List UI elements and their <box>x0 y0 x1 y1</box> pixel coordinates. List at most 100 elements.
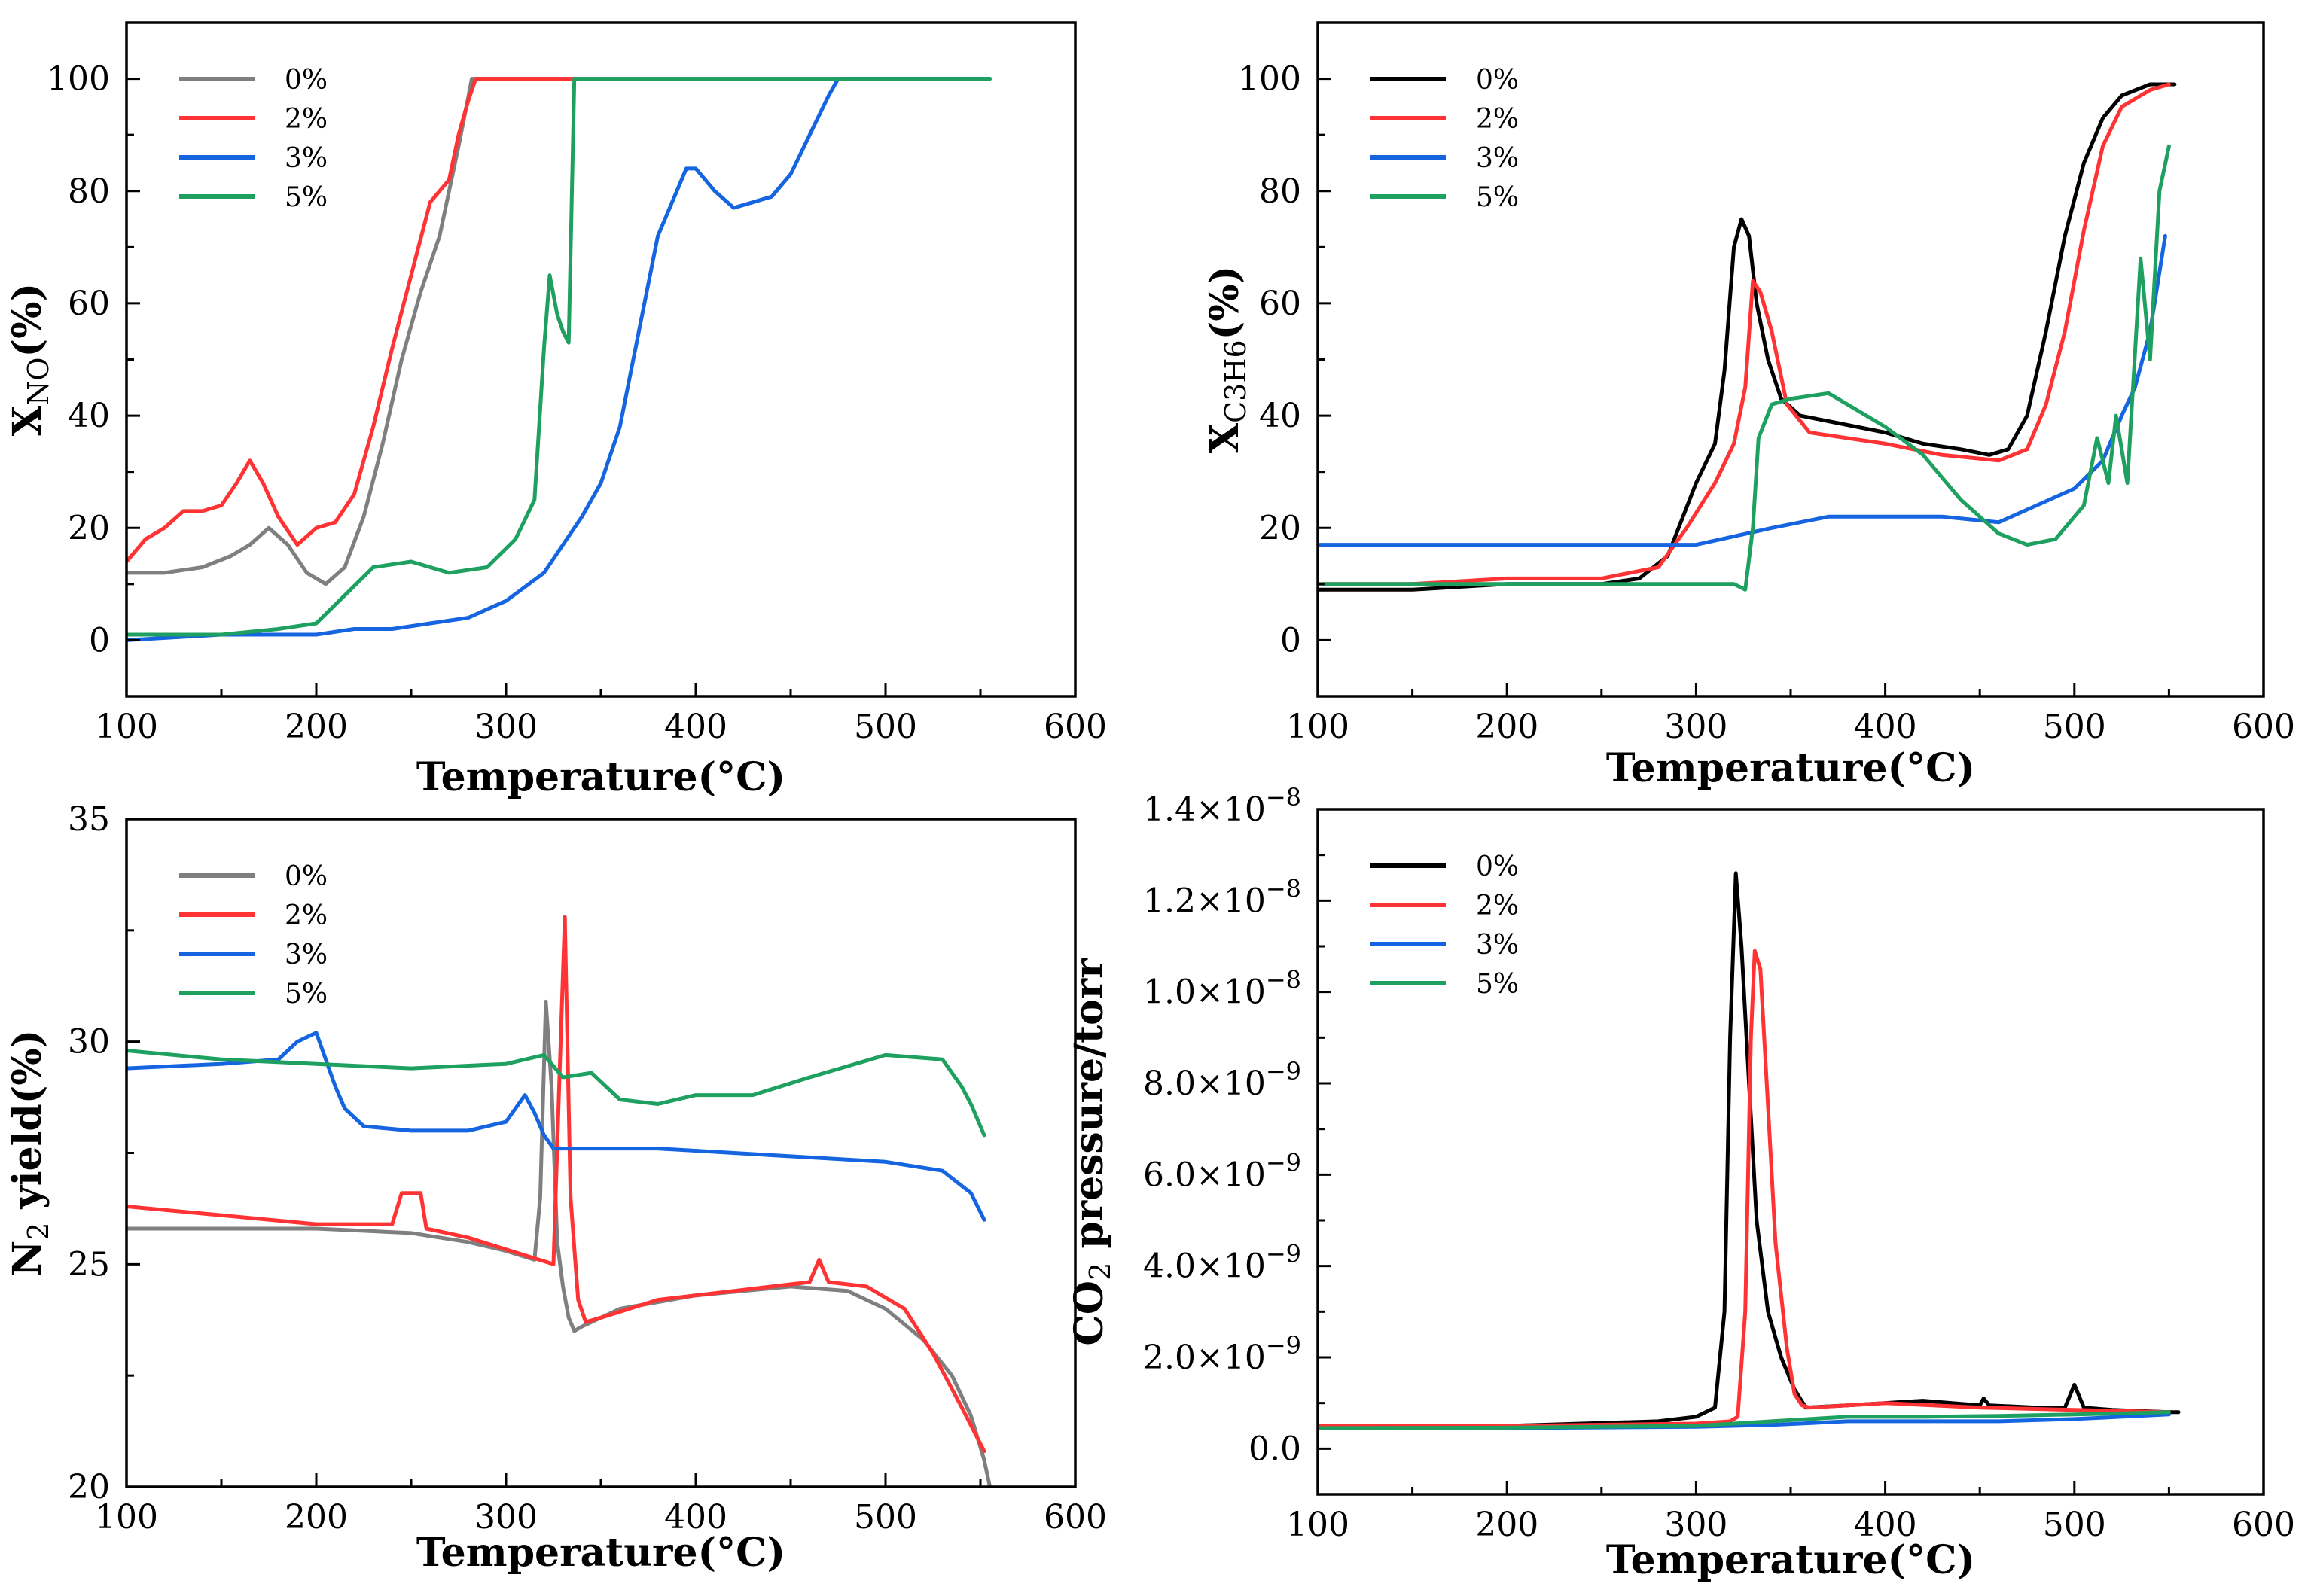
y-tick-exponent: −9 <box>1266 1240 1301 1269</box>
y-tick-label: 100 <box>1238 60 1301 99</box>
x-tick-label: 400 <box>1854 1506 1917 1544</box>
y-tick-label: 40 <box>68 397 110 435</box>
chart-xno: 100 200 300 400 500 600 0 20 40 60 80 100 Temperatur… <box>5 21 1107 800</box>
x-tick-label: 600 <box>1044 708 1107 746</box>
plot-frame <box>125 818 1077 1488</box>
series-group <box>127 915 992 1487</box>
legend-label: 2% <box>285 104 328 135</box>
series-line-2pct <box>127 77 575 564</box>
plot-frame <box>1316 808 2265 1496</box>
legend-label: 2% <box>285 900 328 931</box>
legend-label: 3% <box>1476 930 1519 961</box>
x-tick-label: 200 <box>285 708 348 746</box>
y-axis-title-suffix: (%) <box>1202 266 1248 340</box>
y-axis-title: N2 yield(%) <box>5 1030 55 1277</box>
legend-label: 2% <box>1476 891 1519 921</box>
x-axis-title: Temperature(°C) <box>1606 745 1975 791</box>
y-tick-label: 80 <box>1259 172 1301 211</box>
y-tick-exponent: −9 <box>1266 1331 1301 1360</box>
x-tick-label: 600 <box>1044 1498 1107 1537</box>
y-tick-label: 25 <box>68 1245 110 1284</box>
y-axis-title: XNO(%) <box>5 283 55 436</box>
y-tick-label: 6.0×10−9 <box>1143 1148 1301 1194</box>
y-tick-label: 2.0×10−9 <box>1143 1331 1301 1377</box>
y-tick-label: 1.2×10−8 <box>1143 874 1301 920</box>
y-axis-title: XC3H6(%) <box>1202 266 1252 454</box>
y-tick-label: 20 <box>68 1468 110 1506</box>
x-tick-label: 500 <box>854 708 917 746</box>
x-tick-label: 200 <box>285 1498 348 1537</box>
y-tick-label: 60 <box>68 285 110 323</box>
x-tick-label: 100 <box>95 1498 158 1537</box>
legend: 0% 2% 3% 5% <box>179 861 328 1010</box>
x-tick-label: 500 <box>854 1498 917 1537</box>
y-tick-label: 20 <box>1259 509 1301 547</box>
series-line-0pct <box>127 77 992 586</box>
x-tick-label: 400 <box>664 1498 727 1537</box>
x-tick-label: 100 <box>1286 1506 1349 1544</box>
legend: 0% 2% 3% 5% <box>1370 65 1519 213</box>
x-tick-label: 600 <box>2232 708 2295 746</box>
x-tick-label: 400 <box>664 708 727 746</box>
series-line-5pct <box>127 1049 986 1138</box>
y-tick-label: 0 <box>89 621 110 659</box>
series-group <box>1318 871 2181 1430</box>
series-line-5pct <box>127 77 992 637</box>
series-line-2pct <box>1318 82 2171 586</box>
y-tick-exponent: −8 <box>1266 783 1301 812</box>
y-axis-title-main: X <box>1202 422 1248 453</box>
x-tick-label: 600 <box>2232 1506 2295 1544</box>
y-tick-label: 4.0×10−9 <box>1143 1240 1301 1286</box>
y-tick-label: 1.4×10−8 <box>1143 783 1301 829</box>
x-tick-label: 200 <box>1475 1506 1538 1544</box>
x-tick-label: 300 <box>1664 1506 1727 1544</box>
series-line-3pct <box>127 77 992 642</box>
x-tick-label: 400 <box>1854 708 1917 746</box>
y-tick-mantissa: 2.0×10 <box>1143 1339 1266 1377</box>
y-tick-label: 100 <box>47 60 110 99</box>
series-line-3pct <box>127 1031 986 1222</box>
x-tick-label: 300 <box>1664 708 1727 746</box>
legend-label: 0% <box>285 861 328 892</box>
x-tick-label: 100 <box>1286 708 1349 746</box>
y-tick-label: 0.0 <box>1248 1430 1301 1468</box>
legend-label: 0% <box>1476 851 1519 882</box>
legend-label: 3% <box>285 143 328 174</box>
y-tick-label: 80 <box>68 172 110 211</box>
series-line-3pct <box>1318 233 2167 547</box>
series-group <box>1318 82 2177 592</box>
y-axis-title-main: CO <box>1066 1281 1112 1346</box>
x-axis-title: Temperature(°C) <box>416 1530 785 1576</box>
series-line-5pct <box>1318 1410 2171 1430</box>
legend-label: 5% <box>285 979 328 1010</box>
chart-co2: 100 200 300 400 500 6000.02.0×10−94.0×10−96.0… <box>1066 783 2295 1583</box>
y-axis-title-sub: 2 <box>1084 1262 1117 1281</box>
y-tick-exponent: −8 <box>1266 966 1301 994</box>
plot-frame <box>125 21 1077 698</box>
y-axis-title-main: N <box>5 1241 50 1277</box>
y-axis-title-suffix: yield(%) <box>5 1030 50 1223</box>
series-line-0pct <box>1318 82 2177 592</box>
legend-label: 0% <box>285 65 328 96</box>
x-tick-label: 500 <box>2043 708 2106 746</box>
plot-frame <box>1316 21 2265 698</box>
legend-label: 5% <box>285 182 328 213</box>
y-tick-mantissa: 6.0×10 <box>1143 1156 1266 1194</box>
y-tick-label: 35 <box>68 800 110 839</box>
x-axis-title: Temperature(°C) <box>1606 1537 1975 1583</box>
x-tick-label: 500 <box>2043 1506 2106 1544</box>
legend-label: 3% <box>285 940 328 970</box>
y-tick-mantissa: 1.0×10 <box>1143 973 1266 1012</box>
y-tick-label: 0 <box>1280 621 1301 659</box>
y-axis-title-suffix: pressure/torr <box>1066 958 1112 1262</box>
y-tick-exponent: −8 <box>1266 874 1301 903</box>
y-axis-title-sub: C3H6 <box>1219 340 1252 423</box>
y-tick-exponent: −9 <box>1266 1057 1301 1086</box>
y-tick-mantissa: 8.0×10 <box>1143 1065 1266 1103</box>
chart-n2: 100 200 300 400 500 600 20 25 30 35 Temperature(°C… <box>5 800 1107 1576</box>
x-tick-label: 200 <box>1475 708 1538 746</box>
y-axis-title-sub: 2 <box>22 1223 55 1241</box>
legend: 0% 2% 3% 5% <box>1370 851 1519 1000</box>
legend-label: 5% <box>1476 969 1519 1000</box>
